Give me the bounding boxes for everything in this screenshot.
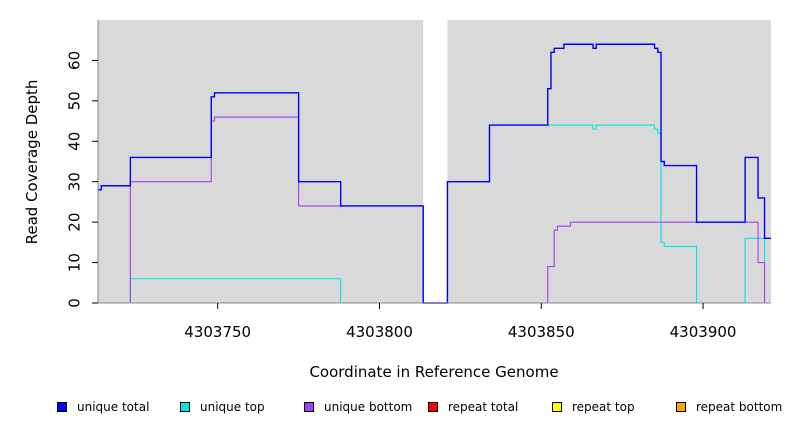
- legend-label: unique bottom: [324, 400, 413, 414]
- legend-swatch: [676, 402, 686, 412]
- legend-item-unique-total: unique total: [57, 400, 149, 414]
- legend-swatch: [304, 402, 314, 412]
- series-line-unique-total: [98, 43, 771, 304]
- legend-item-repeat-bottom: repeat bottom: [676, 400, 782, 414]
- legend-swatch: [428, 402, 438, 412]
- legend-swatch: [552, 402, 562, 412]
- x-axis-title: Coordinate in Reference Genome: [309, 363, 558, 381]
- coverage-chart: 0 10 20 30 40 50 60 4303750 4303800 4303850 430390…: [23, 20, 771, 381]
- legend-item-unique-bottom: unique bottom: [304, 400, 412, 414]
- legend-label: repeat top: [572, 400, 635, 414]
- legend-label: unique total: [77, 400, 150, 414]
- axes: 0 10 20 30 40 50 60 4303750 4303800 4303850 430390…: [65, 20, 771, 341]
- legend-swatch: [57, 402, 67, 412]
- coordinate-gaps: [423, 20, 448, 303]
- y-axis-title: Read Coverage Depth: [23, 80, 41, 245]
- legend-label: repeat bottom: [696, 400, 783, 414]
- y-tick-label-60: 60: [65, 51, 83, 70]
- x-tick-label-4303850: 4303850: [508, 323, 575, 341]
- legend-item-repeat-top: repeat top: [552, 400, 635, 414]
- y-tick-label-0: 0: [65, 298, 83, 308]
- legend-label: repeat total: [448, 400, 519, 414]
- y-tick-label-20: 20: [65, 213, 83, 232]
- y-tick-label-30: 30: [65, 172, 83, 191]
- legend-label: unique top: [200, 400, 265, 414]
- x-tick-label-4303800: 4303800: [346, 323, 413, 341]
- y-tick-label-50: 50: [65, 91, 83, 110]
- x-tick-label-4303900: 4303900: [670, 323, 737, 341]
- gap-region-0: [423, 20, 448, 303]
- legend-swatch: [180, 402, 190, 412]
- x-tick-label-4303750: 4303750: [184, 323, 251, 341]
- legend: unique total unique top unique bottom repea…: [0, 400, 792, 418]
- y-tick-label-40: 40: [65, 132, 83, 151]
- y-tick-label-10: 10: [65, 253, 83, 272]
- legend-item-unique-top: unique top: [180, 400, 265, 414]
- legend-item-repeat-total: repeat total: [428, 400, 518, 414]
